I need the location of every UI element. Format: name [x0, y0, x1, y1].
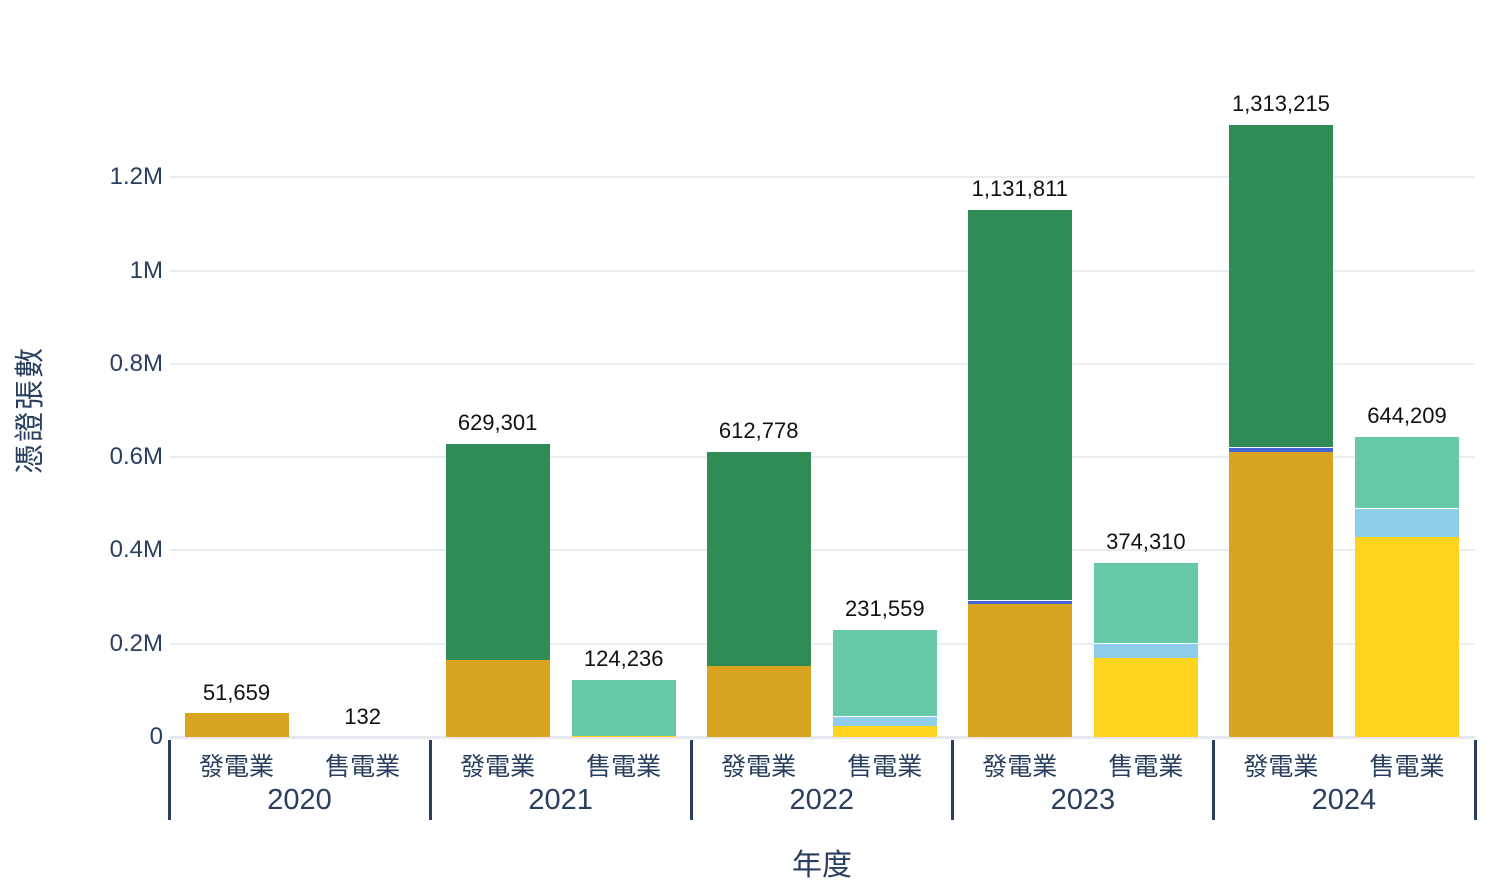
segment-separator — [571, 678, 676, 681]
y-tick-label: 0 — [149, 723, 163, 750]
year-group-divider — [168, 740, 171, 820]
year-group-label-2023: 2023 — [1050, 784, 1116, 816]
bar-total-2023-retail: 374,310 — [1106, 529, 1186, 555]
bar-2020-gen-segment-goldenrod[interactable] — [184, 712, 289, 737]
bar-2021-gen-segment-goldenrod[interactable] — [445, 659, 550, 737]
y-gridline — [170, 642, 1475, 645]
bar-2024-gen-segment-seagreen[interactable] — [1228, 124, 1333, 447]
bar-2024-gen-segment-goldenrod[interactable] — [1228, 451, 1333, 737]
year-group-divider — [951, 740, 955, 820]
bar-2023-gen-segment-seagreen[interactable] — [967, 209, 1072, 601]
segment-separator — [1355, 506, 1459, 509]
x-category-label-2021-gen: 發電業 — [460, 753, 536, 781]
x-category-label-2020-retail: 售電業 — [325, 753, 401, 781]
y-tick-label: 0.8M — [109, 349, 163, 377]
x-category-label-2020-gen: 發電業 — [198, 753, 274, 781]
year-group-divider — [429, 740, 433, 820]
y-tick-label: 0.6M — [109, 443, 163, 471]
segment-separator — [1228, 123, 1333, 126]
bar-2024-retail-segment-gold[interactable] — [1355, 536, 1459, 737]
segment-separator — [1355, 435, 1459, 438]
y-gridline — [170, 176, 1475, 179]
bar-total-2020-retail: 132 — [344, 703, 381, 729]
y-gridline — [170, 456, 1475, 459]
year-group-divider — [690, 740, 694, 820]
bar-2023-retail-segment-mediumaquamarine[interactable] — [1093, 562, 1198, 644]
bar-2024-retail-segment-skyblue[interactable] — [1355, 507, 1459, 537]
bar-total-2021-gen: 629,301 — [457, 410, 538, 436]
segment-separator — [706, 450, 811, 453]
year-group-label-2024: 2024 — [1311, 784, 1377, 816]
bar-total-2023-gen: 1,131,811 — [971, 176, 1068, 201]
y-gridline — [170, 549, 1475, 552]
x-category-label-2024-retail: 售電業 — [1369, 753, 1445, 781]
bar-total-2024-gen: 1,313,215 — [1231, 91, 1330, 117]
y-tick-label: 1.2M — [109, 163, 163, 191]
segment-separator — [832, 714, 937, 717]
segment-separator — [1093, 561, 1198, 564]
bar-2023-gen-segment-royalblue[interactable] — [967, 600, 1072, 605]
segment-separator — [967, 208, 1072, 210]
x-category-label-2024-gen: 發電業 — [1243, 753, 1319, 781]
bar-2022-gen-segment-seagreen[interactable] — [706, 451, 811, 667]
bar-2024-retail-segment-mediumaquamarine[interactable] — [1355, 436, 1459, 508]
x-category-label-2021-retail: 售電業 — [586, 753, 662, 781]
segment-separator — [1093, 642, 1198, 645]
year-group-divider — [1212, 740, 1216, 820]
y-tick-label: 0.4M — [109, 536, 163, 564]
x-category-label-2022-retail: 售電業 — [847, 753, 923, 781]
segment-separator — [1228, 445, 1333, 448]
segment-separator — [445, 442, 550, 445]
bar-total-2022-retail: 231,559 — [845, 595, 925, 621]
bar-2023-retail-segment-skyblue[interactable] — [1093, 643, 1198, 659]
x-category-label-2023-gen: 發電業 — [982, 753, 1058, 781]
year-group-label-2022: 2022 — [789, 784, 854, 816]
x-axis-title: 年度 — [792, 849, 852, 882]
x-category-label-2022-gen: 發電業 — [721, 753, 797, 781]
bar-total-2022-gen: 612,778 — [718, 418, 799, 444]
bar-total-2021-retail: 124,236 — [583, 646, 664, 672]
bar-2023-retail-segment-gold[interactable] — [1093, 658, 1198, 737]
x-axis-line — [169, 736, 1475, 739]
bar-2024-gen-segment-royalblue[interactable] — [1228, 446, 1333, 452]
y-tick-label: 0.2M — [109, 629, 163, 657]
year-group-label-2021: 2021 — [528, 784, 593, 816]
bar-2021-retail-segment-mediumaquamarine[interactable] — [571, 679, 676, 737]
y-gridline — [170, 269, 1475, 272]
bar-2021-gen-segment-seagreen[interactable] — [445, 443, 550, 660]
y-gridline — [170, 362, 1475, 365]
x-category-label-2023-retail: 售電業 — [1108, 753, 1184, 781]
bar-total-2024-retail: 644,209 — [1367, 403, 1447, 429]
bar-2023-gen-segment-goldenrod[interactable] — [967, 604, 1072, 737]
segment-separator — [967, 599, 1072, 602]
segment-separator — [832, 627, 937, 630]
year-group-divider — [1473, 740, 1477, 820]
bar-total-2020-gen: 51,659 — [202, 679, 271, 705]
bar-2022-retail-segment-skyblue[interactable] — [832, 715, 937, 726]
bar-2022-retail-segment-mediumaquamarine[interactable] — [832, 628, 937, 716]
bar-2022-retail-segment-gold[interactable] — [832, 725, 937, 737]
bar-2022-gen-segment-goldenrod[interactable] — [706, 666, 811, 737]
year-group-label-2020: 2020 — [267, 784, 332, 816]
bar-2021-retail-segment-gold[interactable] — [571, 736, 676, 737]
y-tick-label: 1M — [129, 256, 163, 284]
